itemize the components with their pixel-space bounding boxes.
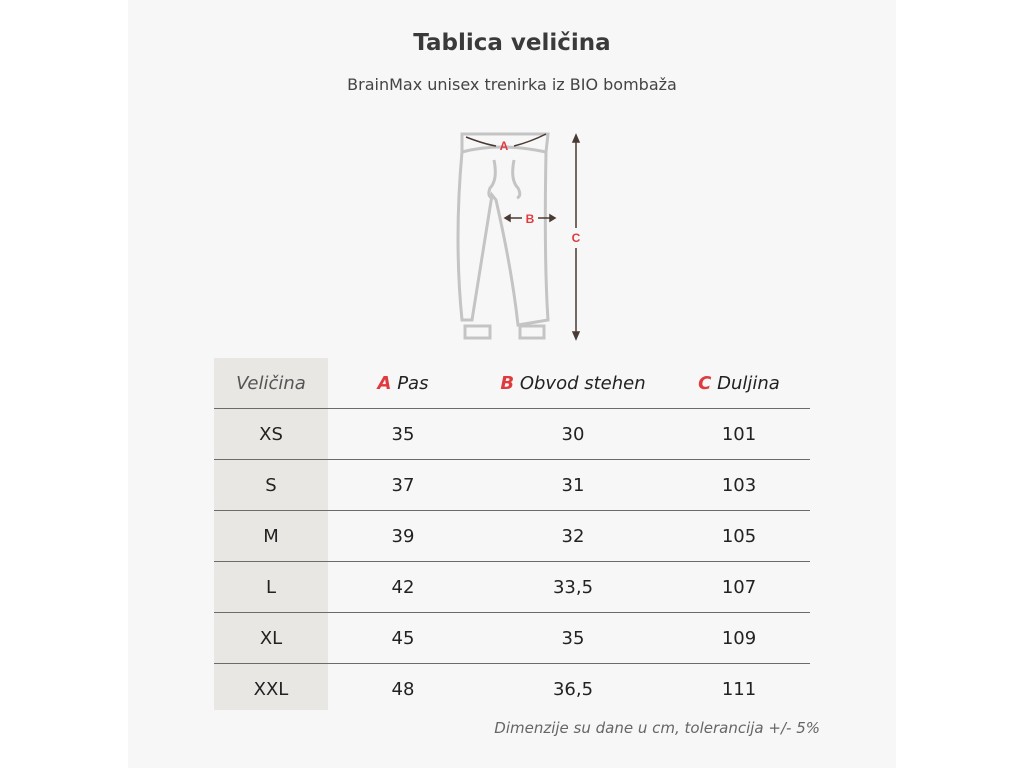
size-table: Veličina A Pas B Obvod stehen C Duljina … — [214, 358, 810, 714]
page-subtitle: BrainMax unisex trenirka iz BIO bombaža — [347, 75, 677, 94]
table-row: XXL 48 36,5 111 — [214, 664, 810, 714]
header-thigh: B Obvod stehen — [500, 372, 646, 394]
table-cell: 35 — [391, 423, 415, 445]
header-size: Veličina — [236, 372, 306, 394]
table-cell: XXL — [253, 678, 289, 700]
table-row: S 37 31 103 — [214, 460, 810, 511]
table-cell: 37 — [391, 474, 415, 496]
sweatpants-icon — [456, 132, 550, 340]
table-cell: L — [265, 576, 277, 598]
table-cell: 109 — [721, 627, 757, 649]
page-title: Tablica veličina — [413, 30, 611, 56]
table-cell: 48 — [391, 678, 415, 700]
header-length: C Duljina — [698, 372, 780, 394]
table-row: M 39 32 105 — [214, 511, 810, 562]
tolerance-note: Dimenzije su dane u cm, tolerancija +/- … — [494, 719, 820, 737]
table-cell: 36,5 — [552, 678, 594, 700]
header-waist: A Pas — [377, 372, 429, 394]
table-cell: 111 — [721, 678, 757, 700]
label-b: B — [526, 212, 535, 226]
table-cell: 30 — [561, 423, 585, 445]
table-header: Veličina A Pas B Obvod stehen C Duljina — [214, 358, 810, 409]
table-cell: 35 — [561, 627, 585, 649]
table-cell: 39 — [391, 525, 415, 547]
table-row: XL 45 35 109 — [214, 613, 810, 664]
table-cell: M — [263, 525, 279, 547]
table-cell: 42 — [391, 576, 415, 598]
table-cell: 101 — [721, 423, 757, 445]
table-row: XS 35 30 101 — [214, 409, 810, 460]
table-cell: 45 — [391, 627, 415, 649]
size-column-background — [214, 358, 328, 710]
sweatpants-diagram: A B C — [456, 132, 585, 341]
table-cell: 105 — [721, 525, 757, 547]
table-cell: 107 — [721, 576, 757, 598]
label-a: A — [500, 139, 509, 153]
table-cell: 32 — [561, 525, 585, 547]
table-cell: XS — [259, 423, 283, 445]
table-cell: 33,5 — [552, 576, 594, 598]
label-c: C — [572, 231, 581, 245]
table-cell: XL — [259, 627, 283, 649]
table-cell: S — [265, 474, 277, 496]
table-cell: 31 — [561, 474, 585, 496]
table-cell: 103 — [721, 474, 757, 496]
table-row: L 42 33,5 107 — [214, 562, 810, 613]
